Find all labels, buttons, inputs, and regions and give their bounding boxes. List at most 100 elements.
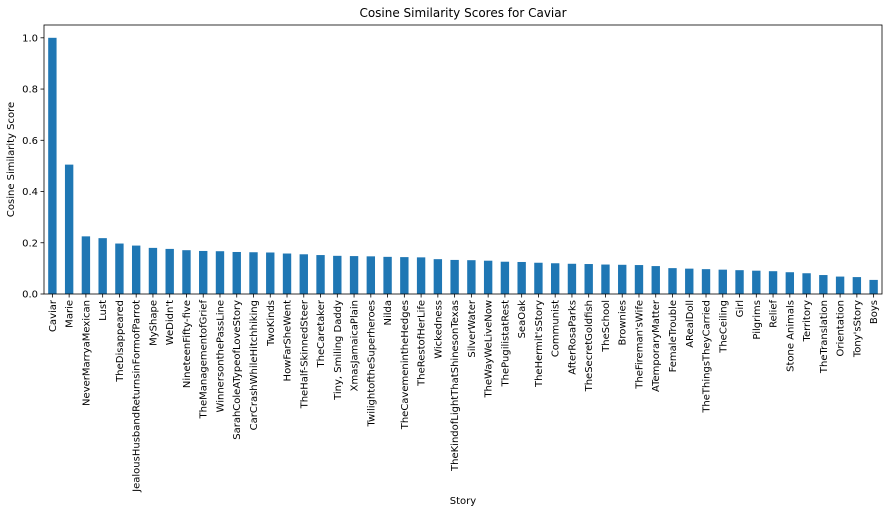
x-tick-label: Tiny, Smiling Daddy: [333, 300, 344, 401]
bar: [852, 277, 862, 294]
bar: [115, 243, 124, 294]
bar: [534, 262, 543, 294]
bar: [316, 255, 325, 294]
chart-title: Cosine Similarity Scores for Caviar: [359, 6, 566, 20]
bar: [869, 279, 878, 294]
bar: [98, 238, 107, 294]
x-tick-label: TheCavemenintheHedges: [400, 300, 411, 430]
x-tick-label: Brownies: [618, 300, 629, 346]
x-tick-label: SarahColeATypeofLoveStory: [232, 300, 243, 440]
x-tick-label: ThePugilistatRest: [500, 300, 511, 388]
bar: [383, 256, 392, 294]
bar: [131, 245, 141, 294]
x-tick-label: SilverWater: [467, 299, 478, 358]
x-tick-label: Girl: [735, 300, 746, 317]
bar: [752, 270, 761, 294]
x-tick-label: Relief: [769, 300, 780, 328]
y-tick-label: 1.0: [22, 33, 38, 44]
bar: [651, 266, 660, 294]
x-tick-label: SeaOak: [517, 300, 528, 339]
bar: [416, 257, 426, 294]
x-axis-label: Story: [450, 496, 476, 507]
bar: [81, 236, 91, 294]
bar: [685, 268, 694, 294]
x-tick-label: TheThingsTheyCarried: [702, 300, 713, 414]
x-tick-label: Communist: [551, 300, 562, 357]
x-tick-label: WeDidn't: [165, 300, 176, 345]
x-tick-label: TheSecretGoldfish: [584, 300, 595, 392]
x-tick-label: NeverMarryaMexican: [81, 300, 92, 406]
bar: [718, 269, 727, 294]
bar: [634, 265, 644, 294]
x-tick-label: TheKindofLightThatShinesonTexas: [450, 300, 461, 472]
bar: [266, 252, 275, 294]
bar: [299, 254, 308, 294]
y-tick-label: 0.6: [22, 136, 38, 147]
x-tick-label: ARealDoll: [685, 300, 696, 348]
bar: [215, 251, 225, 294]
bar: [467, 260, 476, 294]
x-tick-label: Caviar: [48, 299, 59, 332]
y-tick-label: 0.8: [22, 85, 38, 96]
x-tick-label: TheCaretaker: [316, 299, 327, 368]
bar: [584, 264, 593, 294]
x-tick-label: Orientation: [836, 300, 847, 356]
bar: [819, 275, 828, 294]
x-tick-label: MyShape: [148, 300, 159, 346]
bar: [249, 252, 258, 294]
bar: [550, 263, 560, 294]
y-tick-label: 0.0: [22, 290, 38, 301]
bar: [48, 37, 57, 295]
x-tick-label: TheFireman'sWife: [634, 300, 645, 390]
x-tick-label: ATemporaryMatter: [651, 299, 662, 392]
bar: [450, 259, 459, 294]
bar: [768, 271, 778, 294]
x-tick-label: TwoKinds: [266, 300, 277, 347]
bar: [668, 268, 677, 294]
x-tick-label: TheRestofHerLife: [417, 300, 428, 387]
y-axis-label: Cosine Similarity Score: [6, 102, 17, 217]
bar: [333, 255, 342, 294]
x-tick-label: TheTranslation: [819, 300, 830, 374]
x-tick-label: Pilgrims: [752, 300, 763, 340]
bar: [182, 250, 191, 294]
x-tick-label: TheSchool: [601, 300, 612, 353]
x-tick-label: Wickedness: [433, 300, 444, 359]
x-tick-label: Stone Animals: [785, 300, 796, 372]
x-tick-label: AfterRosaParks: [567, 300, 578, 375]
x-tick-label: NineteenFifty-five: [182, 300, 193, 388]
bar: [835, 276, 845, 294]
bar: [500, 261, 510, 294]
x-tick-label: TheCeiling: [718, 300, 729, 354]
bar: [165, 248, 174, 294]
bar: [282, 253, 292, 294]
bar: [64, 164, 74, 294]
bar: [232, 251, 241, 294]
plot-frame: [43, 24, 883, 295]
x-tick-label: FemaleTrouble: [668, 300, 679, 372]
x-tick-label: Nilda: [383, 300, 394, 326]
bar: [400, 257, 409, 294]
x-tick-label: CarCrashWhileHitchhiking: [249, 300, 260, 430]
x-axis-ticks: Caviar Marie NeverMarryaMexican Lust TheDisa…: [48, 294, 880, 493]
y-tick-label: 0.2: [22, 238, 38, 249]
x-tick-label: XmasJamaicaPlain: [350, 300, 361, 391]
y-axis-ticks: 0.0 0.2 0.4 0.6 0.8 1.0: [22, 33, 44, 301]
bar: [366, 256, 376, 294]
x-tick-label: Tony'sStory: [852, 300, 863, 358]
x-tick-label: Lust: [98, 300, 109, 321]
bar: [517, 261, 526, 294]
x-tick-label: TheHermit'sStory: [534, 300, 545, 388]
x-tick-label: Territory: [802, 300, 813, 343]
bar: [701, 269, 711, 294]
bar: [433, 259, 443, 294]
x-tick-label: Marie: [65, 300, 76, 328]
x-tick-label: TheDisappeared: [115, 300, 126, 383]
x-tick-label: TheWayWeLiveNow: [484, 300, 495, 399]
x-tick-label: TwilightoftheSuperheroes: [366, 300, 377, 427]
x-tick-label: WinnersonthePassLine: [215, 300, 226, 412]
bar: [483, 260, 493, 294]
bar: [785, 272, 795, 294]
bar: [349, 256, 359, 294]
